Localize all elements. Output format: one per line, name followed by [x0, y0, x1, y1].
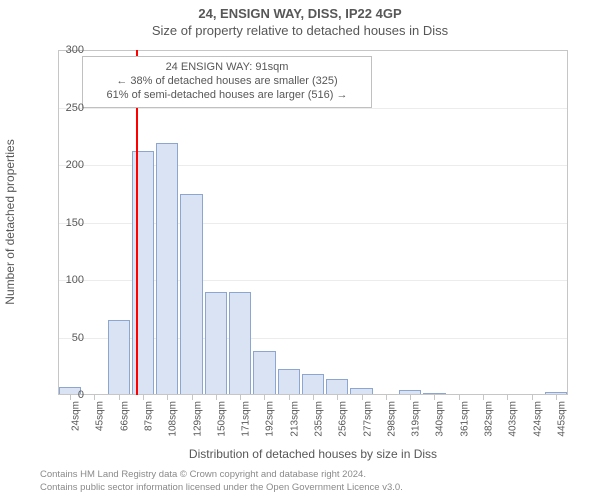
x-tick [289, 395, 290, 400]
x-tick [337, 395, 338, 400]
footnote-line2: Contains public sector information licen… [40, 482, 403, 494]
x-tick-label: 340sqm [435, 401, 446, 437]
x-tick [240, 395, 241, 400]
annotation-line1: 24 ENSIGN WAY: 91sqm [91, 61, 363, 75]
x-tick-label: 192sqm [265, 401, 276, 437]
x-tick-label: 87sqm [144, 401, 155, 431]
chart-title: 24, ENSIGN WAY, DISS, IP22 4GP Size of p… [0, 0, 600, 40]
y-tick-label: 150 [44, 217, 84, 229]
x-tick [264, 395, 265, 400]
x-tick-label: 150sqm [216, 401, 227, 437]
bar [156, 143, 178, 395]
x-axis-label: Distribution of detached houses by size … [189, 447, 437, 461]
y-tick-label: 300 [44, 44, 84, 56]
x-tick-label: 235sqm [314, 401, 325, 437]
x-tick [167, 395, 168, 400]
bar [180, 194, 202, 395]
x-tick [362, 395, 363, 400]
bar [108, 320, 130, 395]
x-tick [143, 395, 144, 400]
x-tick [410, 395, 411, 400]
y-tick-label: 200 [44, 159, 84, 171]
x-tick-label: 213sqm [289, 401, 300, 437]
y-axis-label: Number of detached properties [3, 139, 17, 304]
chart-page: { "title": { "line1": "24, ENSIGN WAY, D… [0, 0, 600, 500]
x-tick-label: 66sqm [119, 401, 130, 431]
y-tick-label: 50 [44, 332, 84, 344]
y-tick-label: 250 [44, 102, 84, 114]
x-tick-label: 45sqm [95, 401, 106, 431]
x-tick [434, 395, 435, 400]
x-tick [192, 395, 193, 400]
x-tick-label: 319sqm [411, 401, 422, 437]
annotation-line3: 61% of semi-detached houses are larger (… [91, 89, 363, 103]
x-tick-label: 129sqm [192, 401, 203, 437]
bar [229, 292, 251, 396]
plot-area: 24 ENSIGN WAY: 91sqm ← 38% of detached h… [58, 50, 568, 395]
x-tick [532, 395, 533, 400]
y-tick-label: 100 [44, 274, 84, 286]
x-tick [556, 395, 557, 400]
bar [253, 351, 275, 395]
x-tick-label: 24sqm [71, 401, 82, 431]
x-tick-label: 108sqm [168, 401, 179, 437]
x-tick-label: 403sqm [508, 401, 519, 437]
x-tick-label: 171sqm [241, 401, 252, 437]
x-tick [386, 395, 387, 400]
x-tick [313, 395, 314, 400]
x-tick [459, 395, 460, 400]
x-tick-label: 445sqm [556, 401, 567, 437]
chart-title-line1: 24, ENSIGN WAY, DISS, IP22 4GP [0, 6, 600, 23]
bar [326, 379, 348, 395]
x-tick-label: 298sqm [386, 401, 397, 437]
bar [278, 369, 300, 395]
footnote: Contains HM Land Registry data © Crown c… [40, 469, 403, 494]
x-tick [507, 395, 508, 400]
x-tick [119, 395, 120, 400]
bar [132, 151, 154, 395]
bar [302, 374, 324, 395]
x-tick [94, 395, 95, 400]
x-tick [216, 395, 217, 400]
bar [205, 292, 227, 396]
x-tick-label: 256sqm [338, 401, 349, 437]
chart-title-line2: Size of property relative to detached ho… [0, 23, 600, 40]
y-tick-label: 0 [44, 389, 84, 401]
x-tick-label: 277sqm [362, 401, 373, 437]
footnote-line1: Contains HM Land Registry data © Crown c… [40, 469, 403, 481]
x-tick [483, 395, 484, 400]
annotation-line2: ← 38% of detached houses are smaller (32… [91, 75, 363, 89]
x-tick-label: 424sqm [532, 401, 543, 437]
x-tick-label: 382sqm [484, 401, 495, 437]
bar [350, 388, 372, 395]
x-tick-label: 361sqm [459, 401, 470, 437]
annotation-box: 24 ENSIGN WAY: 91sqm ← 38% of detached h… [82, 56, 372, 108]
